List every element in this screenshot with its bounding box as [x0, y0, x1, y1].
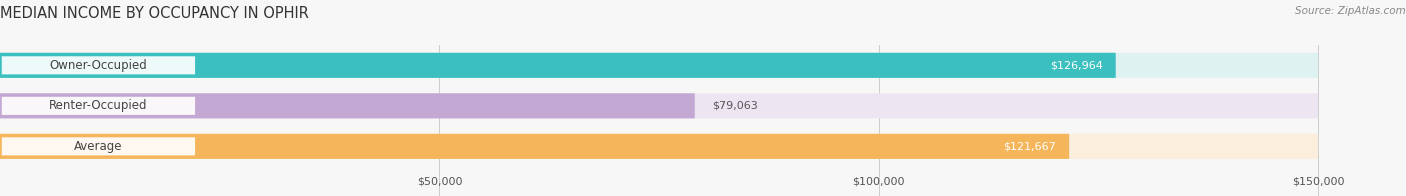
FancyBboxPatch shape	[0, 53, 1116, 78]
FancyBboxPatch shape	[0, 93, 1319, 118]
FancyBboxPatch shape	[0, 134, 1069, 159]
Text: $79,063: $79,063	[713, 101, 758, 111]
Text: Source: ZipAtlas.com: Source: ZipAtlas.com	[1295, 6, 1406, 16]
FancyBboxPatch shape	[0, 53, 1319, 78]
FancyBboxPatch shape	[1, 137, 195, 155]
Text: $100,000: $100,000	[852, 176, 905, 186]
Text: Average: Average	[75, 140, 122, 153]
Text: MEDIAN INCOME BY OCCUPANCY IN OPHIR: MEDIAN INCOME BY OCCUPANCY IN OPHIR	[0, 6, 309, 21]
FancyBboxPatch shape	[1, 56, 195, 74]
FancyBboxPatch shape	[0, 93, 695, 118]
Text: $121,667: $121,667	[1004, 141, 1056, 151]
FancyBboxPatch shape	[1, 97, 195, 115]
Text: Owner-Occupied: Owner-Occupied	[49, 59, 148, 72]
Text: $150,000: $150,000	[1292, 176, 1344, 186]
Text: Renter-Occupied: Renter-Occupied	[49, 99, 148, 112]
FancyBboxPatch shape	[0, 134, 1319, 159]
Text: $50,000: $50,000	[416, 176, 463, 186]
Text: $126,964: $126,964	[1050, 60, 1102, 70]
